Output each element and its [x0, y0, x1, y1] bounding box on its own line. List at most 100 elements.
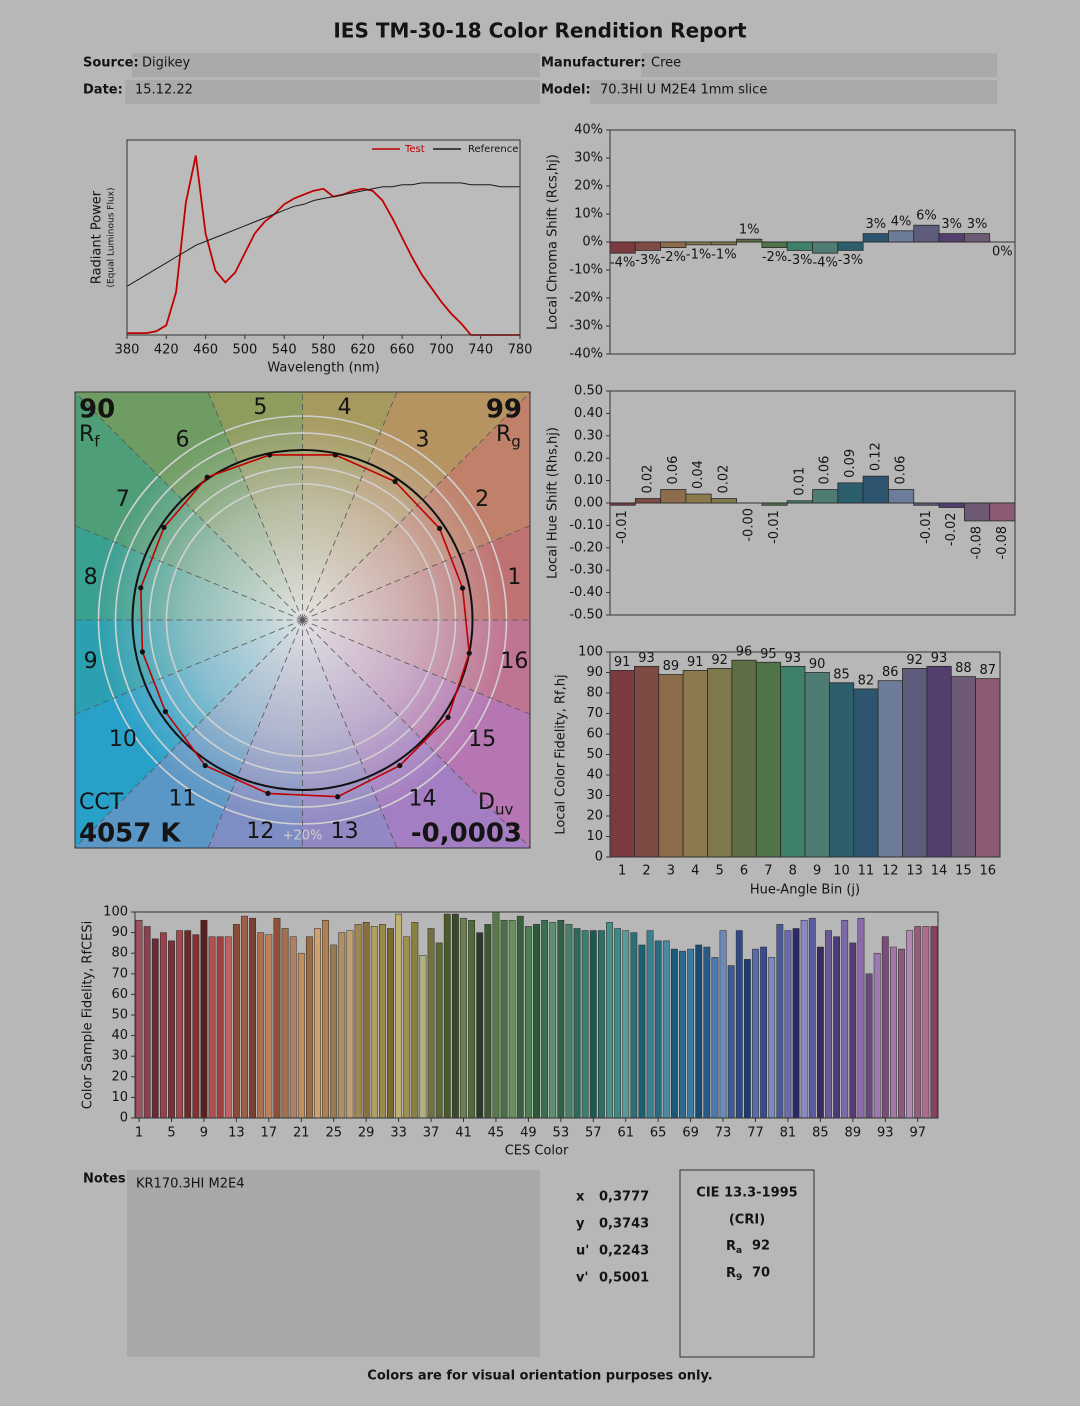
test-point — [332, 452, 338, 458]
bar — [841, 919, 849, 1119]
x-tick-label: 8 — [789, 864, 797, 879]
y-tick-label: 60 — [111, 987, 128, 1002]
x-tick-label: 9 — [813, 864, 821, 879]
bar — [354, 924, 362, 1119]
chromaticity-value: 0,2243 — [599, 1244, 649, 1259]
bar — [902, 668, 928, 858]
bar — [168, 940, 175, 1119]
bar — [638, 944, 646, 1119]
bar — [387, 928, 394, 1119]
bar — [679, 950, 686, 1119]
bar — [727, 965, 735, 1119]
cri-index-value: 70 — [752, 1266, 770, 1281]
y-tick-label: -0.40 — [569, 585, 603, 600]
bin-divider — [75, 619, 303, 715]
bar — [800, 919, 808, 1119]
bar — [776, 924, 784, 1119]
bar — [338, 932, 346, 1119]
y-tick-label: 40 — [586, 768, 603, 783]
x-tick-label: 13 — [906, 864, 923, 879]
x-tick-label: 10 — [833, 864, 850, 879]
rf-label-subscript: f — [94, 432, 100, 450]
test-point — [335, 794, 341, 800]
y-tick-label: 0.20 — [574, 451, 603, 466]
bar — [541, 919, 549, 1119]
bin-label: 3 — [416, 427, 430, 452]
bar — [786, 241, 813, 251]
bar — [913, 502, 940, 506]
bar — [685, 241, 712, 246]
bar — [881, 936, 889, 1119]
bin-label: 8 — [84, 565, 98, 590]
y-tick-label: 100 — [578, 645, 603, 660]
ring — [114, 432, 491, 808]
bar — [719, 930, 727, 1119]
x-tick-label: 73 — [715, 1126, 732, 1141]
bar — [411, 922, 419, 1119]
bar — [913, 224, 940, 243]
bar — [695, 944, 703, 1119]
bar — [930, 926, 938, 1119]
y-tick-label: -40% — [569, 347, 603, 362]
bar — [176, 930, 184, 1119]
bin-label: 7 — [116, 487, 130, 512]
bar — [888, 489, 915, 504]
x-tick-label: 57 — [585, 1126, 602, 1141]
bar-label: 85 — [833, 667, 850, 682]
y-tick-label: 40 — [111, 1028, 128, 1043]
x-tick-label: 49 — [520, 1126, 537, 1141]
bar — [660, 241, 687, 248]
x-tick-label: 580 — [311, 343, 336, 358]
y-tick-label: 60 — [586, 727, 603, 742]
field-box — [590, 80, 997, 104]
bar — [443, 913, 451, 1119]
bar — [660, 489, 687, 504]
bar-label: -0.01 — [615, 510, 630, 544]
bar — [609, 670, 635, 858]
bar — [378, 924, 386, 1119]
bar-label: -1% — [686, 247, 711, 262]
bar — [662, 940, 670, 1119]
bin-label: 4 — [338, 395, 352, 420]
y-tick-label: 50 — [586, 747, 603, 762]
bar — [265, 934, 273, 1119]
x-tick-label: 540 — [272, 343, 297, 358]
x-tick-label: 29 — [358, 1126, 375, 1141]
bin-divider — [302, 619, 530, 848]
bar-label: 90 — [809, 657, 826, 672]
test-point — [161, 524, 167, 531]
bar — [914, 926, 922, 1119]
x-tick-label: 1 — [135, 1126, 143, 1141]
bin-label: 10 — [109, 727, 137, 752]
cri-title: CIE 13.3-1995 — [696, 1186, 797, 1201]
bar — [305, 936, 313, 1119]
x-tick-label: 1 — [618, 864, 626, 879]
bar — [755, 661, 782, 858]
bar — [476, 932, 484, 1119]
reference-circle — [131, 449, 474, 791]
bar — [906, 930, 914, 1119]
test-point — [445, 714, 451, 720]
test-point — [204, 474, 210, 480]
x-tick-label: 45 — [488, 1126, 505, 1141]
x-tick-label: 33 — [390, 1126, 407, 1141]
field-box — [125, 80, 540, 104]
bar-label: -4% — [610, 256, 635, 271]
bar — [273, 917, 281, 1119]
bin-divider — [75, 525, 303, 621]
bar — [573, 928, 581, 1119]
x-tick-label: 5 — [716, 864, 724, 879]
bar — [297, 952, 305, 1119]
cct-value: 4057 K — [79, 819, 181, 849]
report-title: IES TM-30-18 Color Rendition Report — [333, 19, 747, 43]
cri-box — [679, 1169, 815, 1358]
bar — [853, 688, 879, 858]
bar — [735, 930, 743, 1119]
x-tick-label: 500 — [232, 343, 257, 358]
x-tick-label: 89 — [845, 1126, 862, 1141]
x-tick-label: 12 — [882, 864, 899, 879]
bar — [460, 917, 467, 1119]
bar — [752, 948, 759, 1119]
x-tick-label: 69 — [682, 1126, 699, 1141]
